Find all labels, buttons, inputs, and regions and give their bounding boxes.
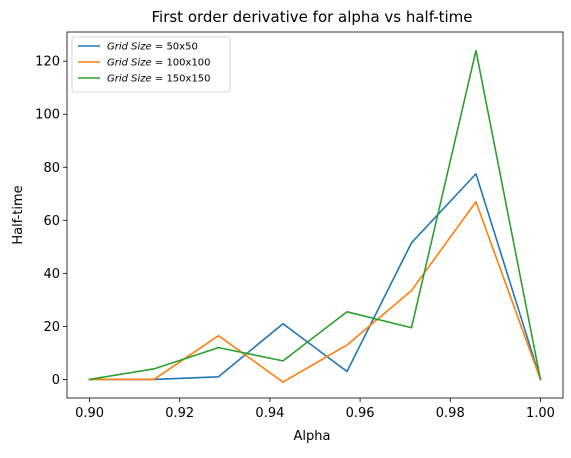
y-tick-label: 60 (43, 214, 60, 229)
x-tick-label: 0.96 (346, 406, 375, 421)
y-tick-label: 80 (43, 161, 60, 176)
chart-title: First order derivative for alpha vs half… (151, 8, 472, 26)
legend-label-2: Grid Size = 100x100 (107, 58, 211, 69)
x-tick-label: 0.90 (75, 406, 104, 421)
x-tick-label: 0.92 (165, 406, 194, 421)
legend-box (71, 36, 231, 93)
y-tick-label: 0 (52, 373, 60, 388)
x-tick-label: 0.98 (436, 406, 465, 421)
x-axis-label: Alpha (294, 429, 331, 444)
y-tick-label: 20 (43, 320, 60, 335)
legend-label-1: Grid Size = 50x50 (107, 42, 198, 53)
y-tick-label: 40 (43, 267, 60, 282)
x-tick-label: 0.94 (255, 406, 284, 421)
series-line-3 (88, 49, 542, 381)
series-line-1 (88, 173, 542, 381)
legend-label-3: Grid Size = 150x150 (107, 74, 211, 85)
series-line-2 (88, 200, 542, 383)
y-tick-label: 100 (35, 108, 60, 123)
y-axis-label: Half-time (11, 185, 26, 244)
x-tick-label: 1.00 (526, 406, 555, 421)
plot-area-frame (66, 31, 564, 399)
y-tick-label: 120 (35, 55, 60, 70)
legend: Grid Size = 50x50 Grid Size = 100x100 Grid… (71, 36, 231, 93)
